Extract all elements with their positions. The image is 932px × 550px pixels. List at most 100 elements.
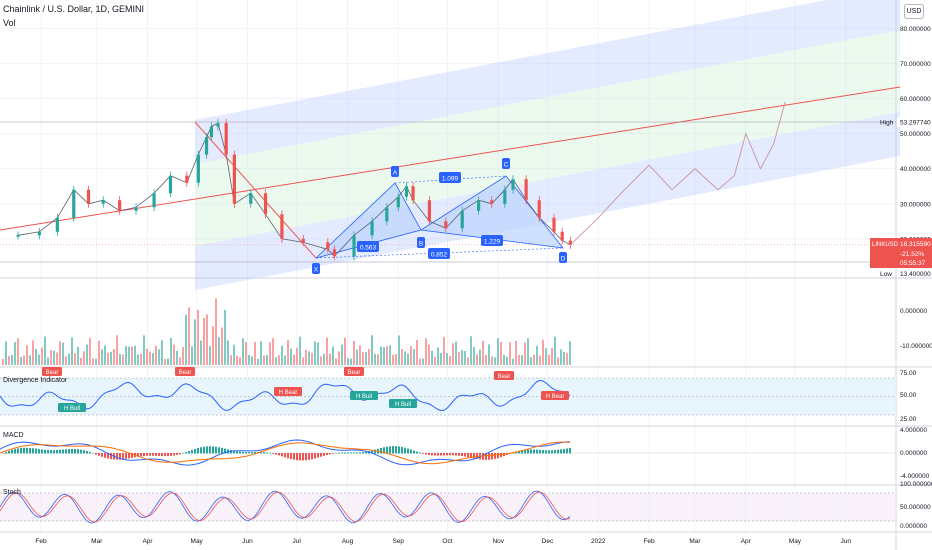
macd-histogram-bar-105: [317, 453, 319, 458]
volume-bar-43: [131, 346, 133, 365]
volume-bar-54: [164, 358, 166, 365]
high-marker-value: 53.297740: [900, 120, 931, 127]
macd-histogram-bar-183: [551, 450, 553, 454]
stoch-axis-tick-1: 50.000000: [900, 504, 931, 511]
volume-bar-59: [179, 357, 181, 365]
volume-bar-91: [275, 357, 277, 365]
volume-bar-171: [515, 340, 517, 365]
volume-bar-22: [68, 353, 70, 365]
rsi-divergence-tag-1: Bear: [179, 370, 192, 376]
pattern-point-d-box: [559, 252, 567, 263]
rsi-divergence-tag-box-1: [175, 367, 195, 376]
volume-bar-24: [74, 353, 76, 365]
macd-histogram-bar-66: [200, 447, 202, 454]
macd-histogram-bar-156: [470, 453, 472, 458]
volume-bar-3: [11, 354, 13, 365]
volume-bar-36: [110, 351, 112, 365]
candle-body-37: [537, 200, 541, 218]
macd-histogram-bar-165: [497, 453, 499, 459]
macd-histogram-bar-184: [554, 450, 556, 454]
stoch-axis-tick-0: 100.000000: [900, 481, 932, 488]
macd-histogram-bar-106: [320, 453, 322, 457]
macd-histogram-bar-10: [32, 448, 34, 454]
macd-histogram-bar-164: [494, 453, 496, 459]
macd-histogram-bar-180: [542, 450, 544, 454]
stoch-pane-title: Stoch: [3, 489, 21, 496]
macd-histogram-bar-108: [326, 453, 328, 456]
volume-bar-180: [542, 339, 544, 365]
rsi-axis-tick-0: 75.00: [900, 370, 917, 377]
macd-signal-line: [0, 441, 571, 465]
time-axis-tick-12: Feb: [643, 538, 655, 545]
volume-bar-168: [506, 356, 508, 365]
currency-button[interactable]: USD: [904, 4, 924, 19]
volume-bar-37: [113, 349, 115, 365]
macd-histogram-bar-154: [464, 453, 466, 457]
volume-bar-130: [392, 354, 394, 365]
candle-body-2: [55, 217, 59, 232]
volume-bar-75: [227, 340, 229, 365]
macd-histogram-bar-113: [341, 452, 343, 454]
macd-histogram-bar-178: [536, 449, 538, 454]
candle-body-0: [16, 235, 20, 237]
volume-bar-109: [329, 353, 331, 365]
volume-bar-118: [356, 349, 358, 365]
rsi-divergence-tag-box-5: [350, 391, 378, 400]
volume-bar-113: [341, 344, 343, 365]
volume-bar-26: [80, 357, 82, 365]
macd-histogram-bar-186: [560, 449, 562, 454]
candle-body-11: [196, 154, 200, 183]
macd-histogram-bar-148: [446, 453, 448, 456]
volume-bar-126: [380, 346, 382, 365]
candle-body-26: [396, 196, 400, 208]
macd-histogram-bar-82: [248, 452, 250, 454]
macd-histogram-bar-182: [548, 450, 550, 454]
volume-bar-174: [524, 342, 526, 365]
candle-body-1: [37, 231, 41, 236]
time-axis-tick-3: May: [191, 538, 204, 545]
macd-histogram-bar-162: [488, 453, 490, 460]
volume-bar-110: [332, 346, 334, 365]
macd-histogram-bar-22: [68, 449, 70, 454]
volume-bar-133: [401, 348, 403, 365]
price-axis-tick-2: 60.000000: [900, 96, 931, 103]
volume-bar-45: [137, 354, 139, 365]
macd-histogram-bar-72: [218, 447, 220, 454]
candle-body-15: [224, 123, 228, 155]
candle-body-19: [280, 214, 284, 239]
pattern-ratio-line-1: [394, 175, 507, 184]
macd-histogram-bar-36: [110, 453, 112, 460]
volume-bar-124: [374, 353, 376, 365]
candle-body-28: [411, 186, 415, 201]
volume-bar-112: [338, 351, 340, 365]
macd-histogram-bar-24: [74, 449, 76, 454]
stoch-band: [0, 493, 896, 521]
volume-bar-182: [548, 354, 550, 365]
volume-bar-119: [359, 345, 361, 365]
candle-body-25: [385, 207, 389, 222]
macd-histogram-bar-56: [170, 453, 172, 456]
macd-histogram-bar-13: [41, 449, 43, 454]
volume-bar-165: [497, 338, 499, 365]
stoch-d-line: [0, 491, 571, 523]
macd-histogram-bar-155: [467, 453, 469, 458]
pattern-ratio-xd-box: [481, 235, 503, 246]
volume-bar-70: [212, 326, 214, 365]
macd-histogram-bar-17: [53, 450, 55, 454]
macd-histogram-bar-189: [569, 448, 571, 454]
volume-bar-32: [98, 340, 100, 365]
macd-histogram-bar-57: [173, 453, 175, 456]
rsi-divergence-tag-3: H Bear: [279, 390, 298, 396]
volume-bar-181: [545, 348, 547, 365]
volume-bar-88: [266, 355, 268, 365]
rsi-divergence-tag-2: H Bull: [64, 406, 80, 412]
pattern-point-b: B: [419, 241, 423, 248]
symbol-title[interactable]: Chainlink / U.S. Dollar, 1D, GEMINI: [3, 4, 145, 14]
macd-histogram-bar-126: [380, 447, 382, 454]
last-price-tag-box: [870, 238, 932, 268]
volume-bar-175: [527, 338, 529, 365]
pattern-point-c: C: [504, 162, 509, 169]
volume-bar-8: [26, 345, 28, 365]
volume-bar-10: [32, 340, 34, 365]
